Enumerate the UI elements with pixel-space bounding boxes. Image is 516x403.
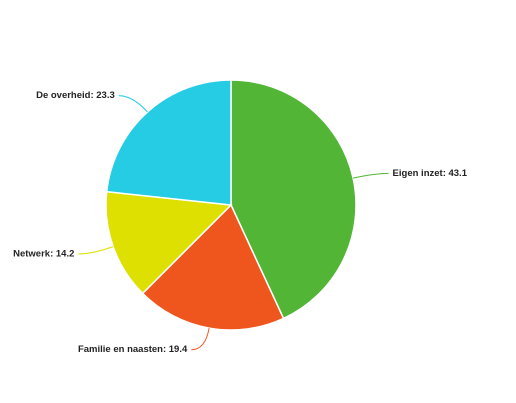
pie-slice	[105, 190, 233, 295]
pie-slice	[141, 203, 285, 331]
data-label: Netwerk: 14.2	[13, 248, 74, 259]
data-label: Familie en naasten: 19.4	[78, 344, 188, 355]
data-label: De overheid: 23.3	[36, 90, 115, 101]
leader-line	[118, 95, 148, 113]
leader-line	[352, 172, 389, 179]
data-label: Eigen inzet: 43.1	[393, 168, 468, 179]
leader-line	[191, 327, 210, 351]
leader-line	[78, 246, 114, 255]
pie-slice	[105, 79, 232, 206]
pie-slice	[230, 79, 357, 320]
